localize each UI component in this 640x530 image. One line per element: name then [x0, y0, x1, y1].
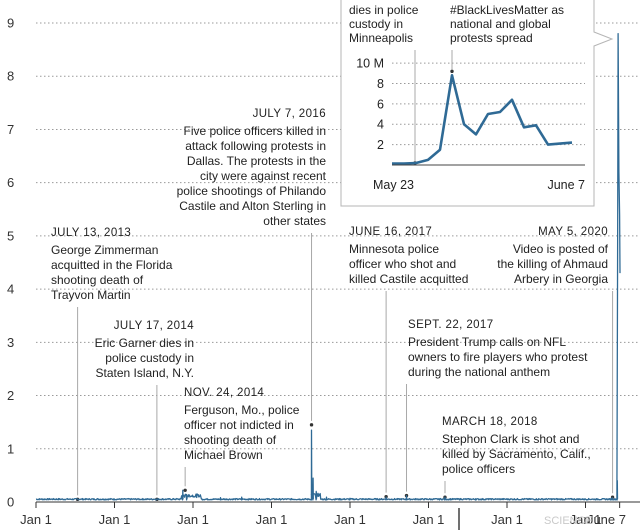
annotation-text: police custody in — [105, 351, 194, 365]
inset-x-label-end: June 7 — [547, 178, 585, 192]
annotation-text: police officers — [442, 462, 515, 476]
annotation-text: Stephon Clark is shot and — [442, 432, 579, 446]
annotation-text: city were against recent — [200, 169, 327, 183]
inset-y-tick-label: 4 — [377, 118, 384, 132]
annotation-text: Michael Brown — [184, 448, 263, 462]
annotation-marker — [309, 423, 314, 427]
annotation-text: officer not indicted in — [184, 418, 294, 432]
annotation-a2016: JULY 7, 2016 Five police officers killed … — [177, 108, 327, 427]
annotation-date: SEPT. 22, 2017 — [408, 319, 494, 331]
annotation-text: killed Castile acquitted — [349, 272, 468, 286]
x-tick-label: Jan 1 — [20, 512, 52, 527]
annotation-text: Staten Island, N.Y. — [95, 366, 194, 380]
annotation-text: Eric Garner dies in — [95, 336, 194, 350]
annotation-a2018: MARCH 18, 2018 Stephon Clark is shot andk… — [442, 416, 591, 499]
inset-y-tick-label: 2 — [377, 138, 384, 152]
annotation-text: officer who shot and — [349, 257, 456, 271]
annotation-text: attack following protests in — [185, 139, 326, 153]
inset-callout-text: Minneapolis — [349, 31, 413, 45]
annotation-marker — [183, 488, 187, 492]
annotation-a2014b: NOV. 24, 2014 Ferguson, Mo., policeoffice… — [183, 387, 300, 492]
y-tick-label: 2 — [7, 388, 14, 403]
annotation-date: MARCH 18, 2018 — [442, 416, 538, 428]
x-axis-ticks: Jan 1 Jan 1 Jan 1 Jan 1 Jan 1 Jan 1 Jan 1 Jan 1… — [20, 502, 626, 530]
annotation-text: other states — [263, 214, 326, 228]
annotation-a2017b: SEPT. 22, 2017 President Trump calls on N… — [404, 319, 588, 498]
annotation-text: shooting death of — [184, 433, 277, 447]
inset-callout-text: dies in police — [349, 3, 419, 17]
x-tick-label: Jan 1 — [491, 512, 523, 527]
y-tick-label: 3 — [7, 335, 14, 350]
annotation-text: Video is posted of — [513, 242, 609, 256]
inset-y-tick-label: 8 — [377, 77, 384, 91]
annotation-date: NOV. 24, 2014 — [184, 387, 264, 399]
annotation-date: JULY 17, 2014 — [114, 320, 194, 332]
inset-callout-text: national and global — [450, 17, 551, 31]
x-tick-label: Jan 1 — [256, 512, 288, 527]
inset-box — [340, 0, 614, 207]
annotation-date: JULY 13, 2013 — [51, 227, 131, 239]
inset-callout-text: protests spread — [450, 31, 533, 45]
watermark: SCIENCE — [544, 515, 593, 527]
x-tick-label: Jan 1 — [99, 512, 131, 527]
annotation-text: shooting death of — [51, 273, 144, 287]
y-tick-label: 0 — [7, 495, 14, 510]
inset-callout-text: #BlackLivesMatter as — [450, 3, 564, 17]
annotation-text: killed by Sacramento, Calif., — [442, 447, 591, 461]
annotation-text: Castile and Alton Sterling in — [179, 199, 326, 213]
gridlines — [36, 22, 640, 450]
inset-callout-marker — [450, 69, 454, 74]
annotation-text: Trayvon Martin — [51, 288, 131, 302]
y-tick-label: 1 — [7, 441, 14, 456]
annotation-text: Arbery in Georgia — [514, 272, 608, 286]
annotation-text: Five police officers killed in — [183, 124, 326, 138]
inset-y-tick-label: 6 — [377, 97, 384, 111]
inset-chart: 2 4 6 8 10 M May 23 June 7 dies in policecustod… — [340, 0, 614, 207]
y-tick-label: 8 — [7, 69, 14, 84]
annotation-text: President Trump calls on NFL — [408, 335, 566, 349]
inset-y-tick-label: 10 M — [356, 57, 384, 71]
y-tick-label: 9 — [7, 16, 14, 31]
annotation-text: during the national anthem — [408, 365, 550, 379]
annotation-text: Ferguson, Mo., police — [184, 403, 300, 417]
inset-callout-text: custody in — [349, 17, 403, 31]
y-tick-label: 5 — [7, 228, 14, 243]
inset-series-line — [392, 74, 573, 165]
annotation-text: George Zimmerman — [51, 243, 158, 257]
x-tick-label: Jan 1 — [413, 512, 445, 527]
y-axis-ticks: 0 1 2 3 4 5 6 7 8 9 — [7, 16, 14, 510]
annotation-date: MAY 5, 2020 — [538, 226, 608, 238]
annotation-text: Dallas. The protests in the — [187, 154, 327, 168]
x-tick-label: Jan 1 — [570, 512, 602, 527]
x-tick-label: June 7 — [587, 512, 626, 527]
y-tick-label: 4 — [7, 282, 14, 297]
annotation-date: JULY 7, 2016 — [253, 108, 326, 120]
annotation-text: police shootings of Philando — [177, 184, 327, 198]
series-line — [35, 32, 621, 501]
annotation-text: acquitted in the Florida — [51, 258, 173, 272]
annotation-text: Minnesota police — [349, 242, 439, 256]
inset-x-label-start: May 23 — [373, 178, 414, 192]
y-tick-label: 6 — [7, 175, 14, 190]
annotation-text: the killing of Ahmaud — [497, 257, 608, 271]
y-tick-label: 7 — [7, 122, 14, 137]
annotation-date: JUNE 16, 2017 — [349, 226, 432, 238]
x-tick-label: Jan 1 — [177, 512, 209, 527]
x-tick-label: Jan 1 — [334, 512, 366, 527]
annotation-text: owners to fire players who protest — [408, 350, 588, 364]
